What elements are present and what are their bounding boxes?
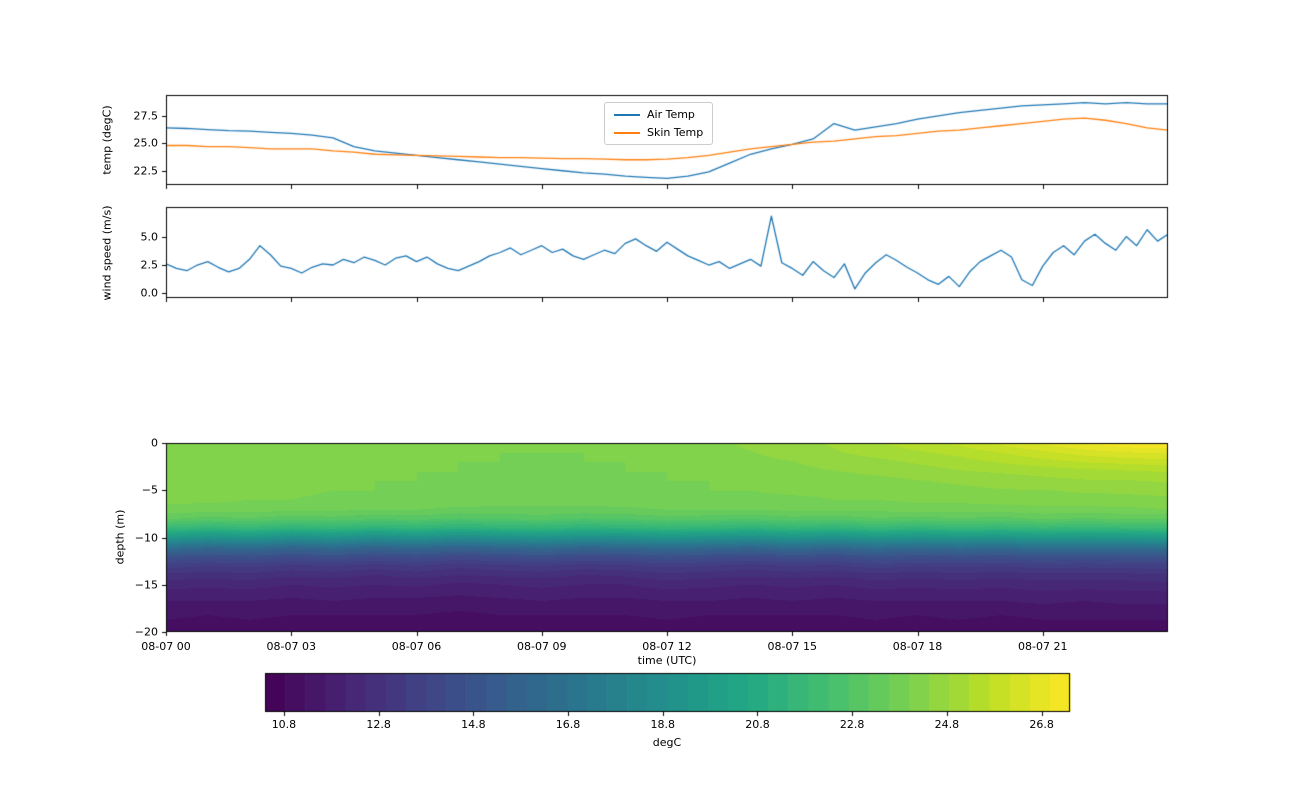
air-temp-line-swatch: [614, 113, 640, 116]
legend-entry-skin-temp: Skin Temp: [614, 126, 703, 139]
tick-label: 26.8: [1029, 718, 1054, 731]
tick-label: 08-07 12: [642, 640, 692, 653]
tick-label: 16.8: [555, 718, 581, 731]
legend-label-air-temp: Air Temp: [647, 108, 695, 121]
tick-label: 14.8: [461, 718, 486, 731]
tick-label: −5: [141, 483, 158, 497]
tick-label: 08-07 03: [266, 640, 316, 653]
tick-label: 0: [151, 436, 158, 450]
tick-label: 27.5: [133, 109, 159, 123]
tick-label: 10.8: [271, 718, 297, 731]
tick-label: 22.5: [133, 164, 159, 178]
tick-label: 25.0: [133, 136, 159, 150]
tick-label: 08-07 21: [1018, 640, 1068, 653]
tick-label: 5.0: [140, 230, 159, 244]
tick-label: 0.0: [140, 286, 159, 300]
tick-label: −15: [134, 578, 158, 592]
legend-entry-air-temp: Air Temp: [614, 108, 703, 121]
legend: Air Temp Skin Temp: [604, 102, 714, 145]
tick-label: 24.8: [934, 718, 960, 731]
tick-label: 08-07 15: [767, 640, 817, 653]
tick-label: 2.5: [140, 258, 159, 272]
tick-label: 18.8: [650, 718, 676, 731]
depth-axis-label: depth (m): [113, 509, 127, 565]
temp-axis-label: temp (degC): [100, 105, 114, 175]
tick-label: 08-07 09: [517, 640, 567, 653]
tick-label: −10: [134, 531, 158, 544]
tick-label: 20.8: [745, 718, 770, 731]
colorbar-label: degC: [652, 736, 682, 749]
tick-label: 12.8: [366, 718, 391, 731]
tick-label: 08-07 00: [141, 640, 191, 653]
legend-label-skin-temp: Skin Temp: [647, 126, 704, 139]
tick-label: 08-07 18: [892, 640, 943, 653]
wind-axis-label: wind speed (m/s): [100, 205, 114, 301]
tick-label: 22.8: [839, 718, 865, 731]
skin-temp-line-swatch: [614, 131, 640, 134]
time-axis-label: time (UTC): [637, 654, 697, 667]
tick-label: −20: [134, 625, 158, 639]
tick-label: 08-07 06: [391, 640, 442, 653]
